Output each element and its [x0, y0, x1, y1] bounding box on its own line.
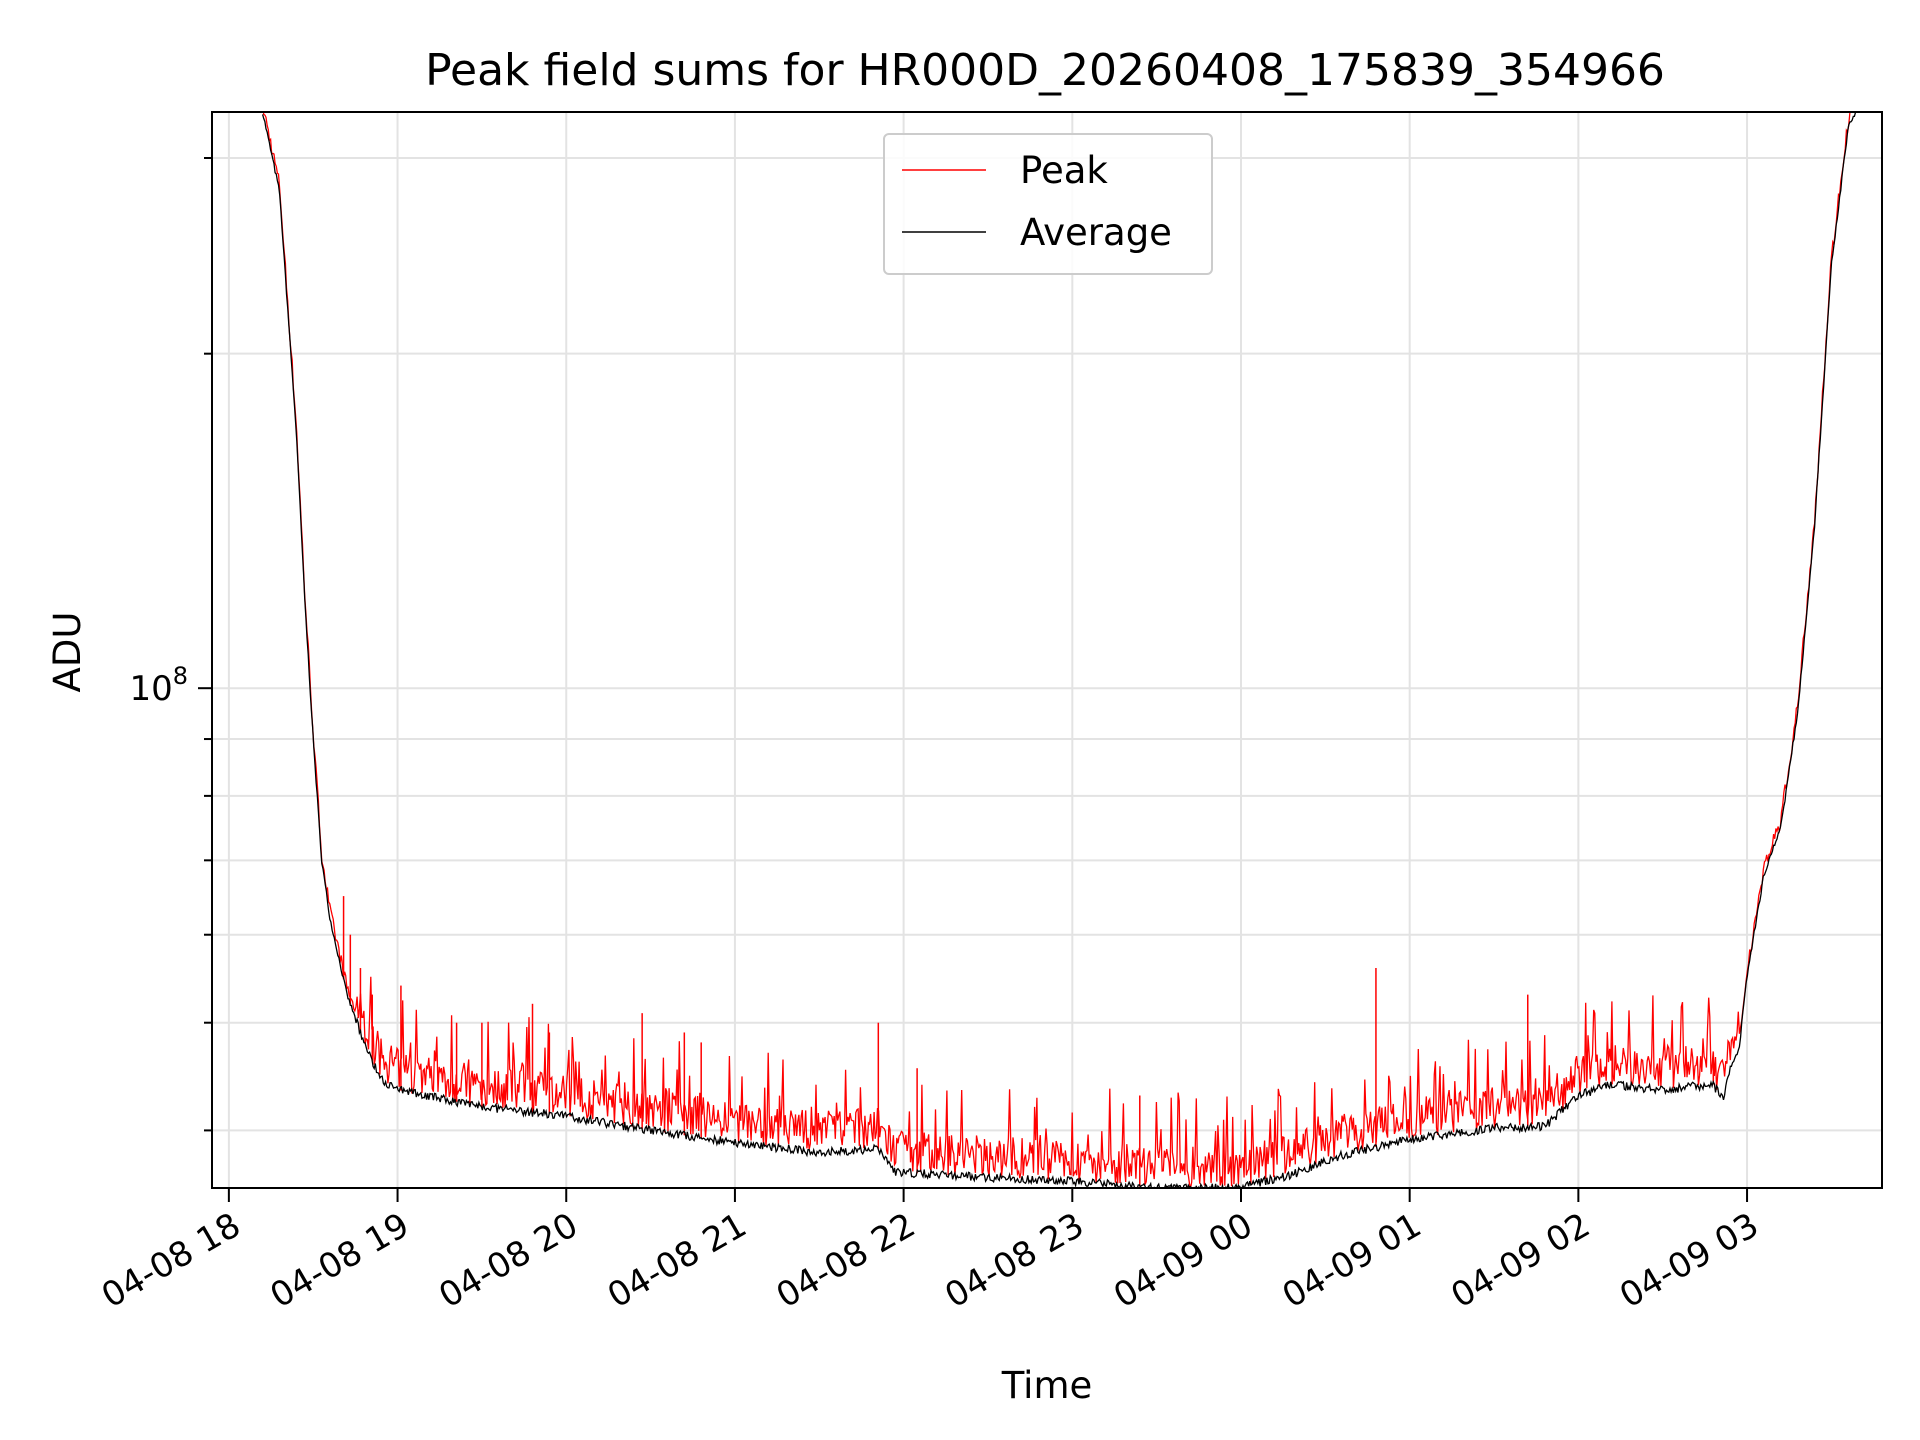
x-tick-label: 04-08 21: [601, 1205, 753, 1316]
legend-label-peak: Peak: [1020, 149, 1108, 192]
y-axis-label: ADU: [46, 612, 89, 693]
y-tick-label: 108: [129, 662, 188, 709]
plot-frame: [211, 111, 1883, 1189]
x-tick-label: 04-08 19: [264, 1205, 416, 1316]
x-tick-label: 04-08 23: [938, 1205, 1090, 1316]
chart-title: Peak field sums for HR000D_20260408_1758…: [425, 45, 1665, 96]
series-average-line: [261, 112, 1857, 1188]
legend: Peak Average: [883, 133, 1213, 275]
x-tick-label: 04-08 22: [770, 1205, 922, 1316]
x-tick-label: 04-08 20: [432, 1205, 584, 1316]
plot-area: [261, 112, 1857, 1188]
x-axis-label: Time: [1001, 1364, 1093, 1407]
legend-label-average: Average: [1020, 211, 1172, 254]
legend-box: [883, 133, 1213, 275]
x-axis: 04-08 18 04-08 19 04-08 20 04-08 21 04-08 22…: [95, 1188, 1766, 1316]
series-peak-line: [262, 112, 1856, 1188]
x-tick-label: 04-09 02: [1444, 1205, 1596, 1316]
x-tick-label: 04-08 18: [95, 1205, 247, 1316]
x-tick-label: 04-09 00: [1107, 1205, 1259, 1316]
x-tick-label: 04-09 01: [1276, 1205, 1428, 1316]
series-layer: [261, 112, 1857, 1188]
y-axis: 108: [129, 156, 212, 1132]
x-tick-label: 04-09 03: [1613, 1205, 1765, 1316]
grid: [212, 112, 1882, 1188]
